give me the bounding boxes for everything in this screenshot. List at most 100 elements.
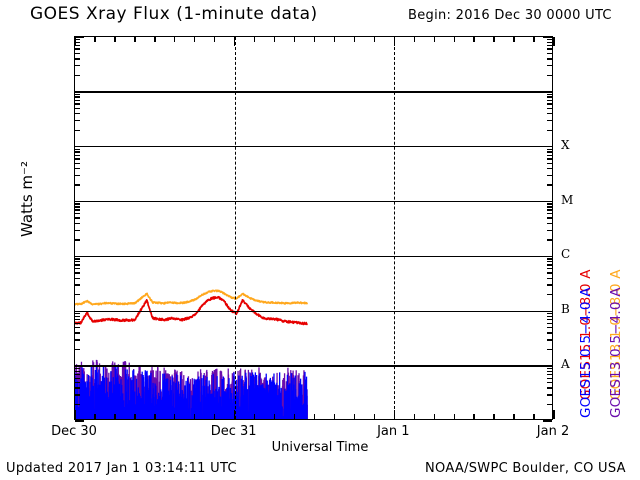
y-axis-tick	[547, 377, 552, 379]
y-axis-tick	[75, 319, 80, 321]
y-axis-tick	[75, 91, 84, 93]
y-axis-tick	[75, 162, 80, 164]
y-axis-tick	[75, 96, 80, 98]
y-axis-tick	[543, 146, 552, 148]
y-axis-tick	[547, 313, 552, 315]
y-axis-tick	[75, 394, 80, 396]
y-axis-tick	[75, 217, 80, 219]
gridline-decade	[75, 91, 552, 93]
y-axis-tick	[75, 294, 80, 296]
y-axis-tick	[547, 162, 552, 164]
y-axis-tick	[547, 217, 552, 219]
y-axis-tick	[75, 36, 84, 38]
x-axis-tick	[194, 37, 196, 42]
y-axis-tick	[547, 44, 552, 47]
x-axis-tick	[94, 37, 96, 42]
gridline-day-boundary	[234, 37, 236, 419]
y-axis-tick	[547, 229, 552, 231]
x-axis-tick	[533, 414, 535, 419]
y-axis-tick	[547, 174, 552, 177]
flare-class-A: A	[561, 357, 570, 372]
y-axis-tick	[75, 209, 80, 211]
y-axis-tick	[547, 74, 552, 77]
x-axis-tick	[413, 414, 415, 419]
y-axis-tick	[75, 373, 80, 376]
y-axis-tick	[547, 264, 552, 266]
x-tick-label: Dec 31	[210, 424, 257, 439]
x-axis-tick	[493, 414, 495, 419]
y-axis-tick	[547, 322, 552, 325]
y-axis-tick	[547, 294, 552, 296]
y-axis-tick	[543, 36, 552, 38]
y-axis-tick	[547, 96, 552, 98]
y-axis-tick	[547, 370, 552, 373]
y-axis-tick	[547, 167, 552, 170]
y-axis-tick	[75, 377, 80, 379]
y-axis-tick	[75, 229, 80, 231]
x-tick-label: Jan 1	[377, 424, 410, 439]
x-axis-tick	[74, 410, 76, 419]
x-axis-tick	[214, 414, 216, 419]
x-axis-tick	[353, 37, 356, 42]
x-axis-tick	[253, 414, 256, 419]
y-axis-tick	[75, 277, 80, 279]
y-axis-tick	[543, 200, 552, 203]
y-axis-tick	[75, 38, 80, 41]
y-axis-tick	[547, 158, 552, 160]
y-axis-tick	[543, 310, 552, 312]
y-axis-tick	[75, 107, 80, 110]
y-axis-tick	[547, 52, 552, 55]
y-axis-tick	[543, 365, 552, 367]
y-axis-tick	[547, 387, 552, 389]
x-axis-tick	[114, 37, 116, 42]
x-axis-tick	[233, 410, 236, 419]
y-axis-tick	[75, 129, 80, 131]
y-axis-tick	[547, 38, 552, 41]
x-tick-label: Dec 30	[51, 424, 97, 439]
y-axis-tick	[543, 255, 552, 258]
x-tick-label: Jan 2	[536, 424, 570, 439]
plot-area	[74, 36, 555, 422]
y-axis-tick	[75, 167, 80, 170]
y-axis-tick	[75, 332, 80, 334]
legend-item: GOES13 0.5−4.0 A	[608, 287, 624, 418]
y-axis-tick	[75, 222, 80, 225]
x-axis-tick	[273, 414, 276, 419]
x-axis-tick	[433, 414, 435, 419]
y-axis-tick	[75, 272, 80, 274]
y-axis-tick	[75, 48, 80, 50]
x-axis-tick	[413, 37, 415, 42]
y-axis-tick	[547, 154, 552, 156]
credit-label: NOAA/SWPC Boulder, CO USA	[425, 461, 626, 476]
y-axis-tick	[75, 93, 80, 96]
y-axis-tick	[547, 129, 552, 131]
y-axis-tick	[547, 267, 552, 270]
gridline-decade	[75, 365, 552, 367]
updated-timestamp: Updated 2017 Jan 1 03:14:11 UTC	[6, 461, 237, 476]
x-axis-tick	[74, 37, 76, 46]
y-axis-tick	[75, 381, 80, 384]
chart-title: GOES Xray Flux (1-minute data)	[30, 4, 318, 24]
y-axis-tick	[75, 370, 80, 373]
x-axis-tick	[393, 37, 396, 46]
y-axis-tick	[75, 313, 80, 315]
x-axis-tick	[553, 410, 555, 419]
y-axis-tick	[75, 420, 84, 422]
y-axis-tick	[75, 203, 80, 205]
gridline-decade	[75, 145, 552, 148]
y-axis-tick	[547, 258, 552, 260]
y-axis-tick	[75, 52, 80, 55]
gridline-day-boundary	[394, 37, 396, 419]
y-axis-tick	[547, 339, 552, 341]
y-axis-tick	[547, 327, 552, 329]
y-axis-tick	[547, 367, 552, 370]
x-axis-tick	[313, 414, 316, 419]
y-axis-tick	[75, 348, 80, 351]
x-axis-tick	[373, 414, 376, 419]
flare-class-B: B	[561, 302, 570, 317]
x-axis-tick	[353, 414, 356, 419]
x-axis-tick	[94, 414, 96, 419]
x-axis-tick	[513, 414, 515, 419]
y-axis-tick	[547, 93, 552, 96]
x-axis-tick	[473, 37, 475, 42]
